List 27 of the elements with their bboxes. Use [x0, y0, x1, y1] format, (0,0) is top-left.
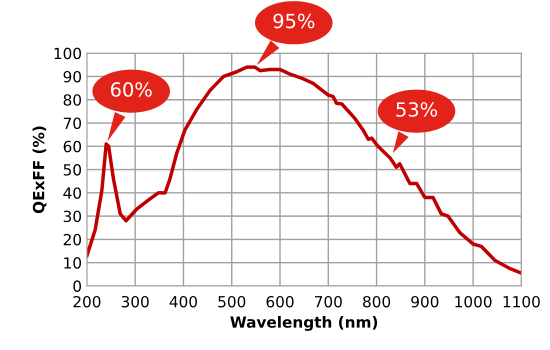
x-tick-label: 1000	[455, 296, 492, 308]
x-axis-title: Wavelength (nm)	[230, 316, 378, 331]
annotation: 95%	[273, 14, 314, 28]
x-tick-label: 400	[170, 296, 198, 308]
y-axis-title: QExFF (%)	[32, 126, 46, 214]
y-tick-label: 20	[64, 234, 82, 246]
y-tick-label: 30	[64, 210, 82, 222]
x-tick-label: 500	[218, 296, 246, 308]
y-tick-label: 90	[64, 70, 82, 82]
line-series	[86, 65, 522, 275]
y-tick-label: 80	[64, 94, 82, 106]
x-tick-label: 1100	[504, 296, 540, 308]
y-tick-label: 70	[64, 117, 82, 130]
y-tick-label: 50	[64, 164, 82, 176]
y-tick-label: 0	[73, 280, 82, 292]
y-tick-label: 100	[54, 48, 82, 60]
annotation: 53%	[396, 102, 438, 117]
y-tick-label: 60	[64, 140, 82, 152]
annotation: 60%	[110, 82, 152, 97]
x-tick-label: 800	[363, 296, 390, 308]
x-tick-label: 900	[411, 296, 438, 308]
x-tick-label: 300	[122, 296, 149, 308]
y-tick-label: 40	[63, 187, 82, 199]
y-tick-label: 10	[64, 257, 82, 269]
x-tick-label: 700	[314, 296, 342, 308]
x-tick-label: 600	[266, 296, 294, 308]
x-tick-label: 200	[73, 296, 100, 308]
